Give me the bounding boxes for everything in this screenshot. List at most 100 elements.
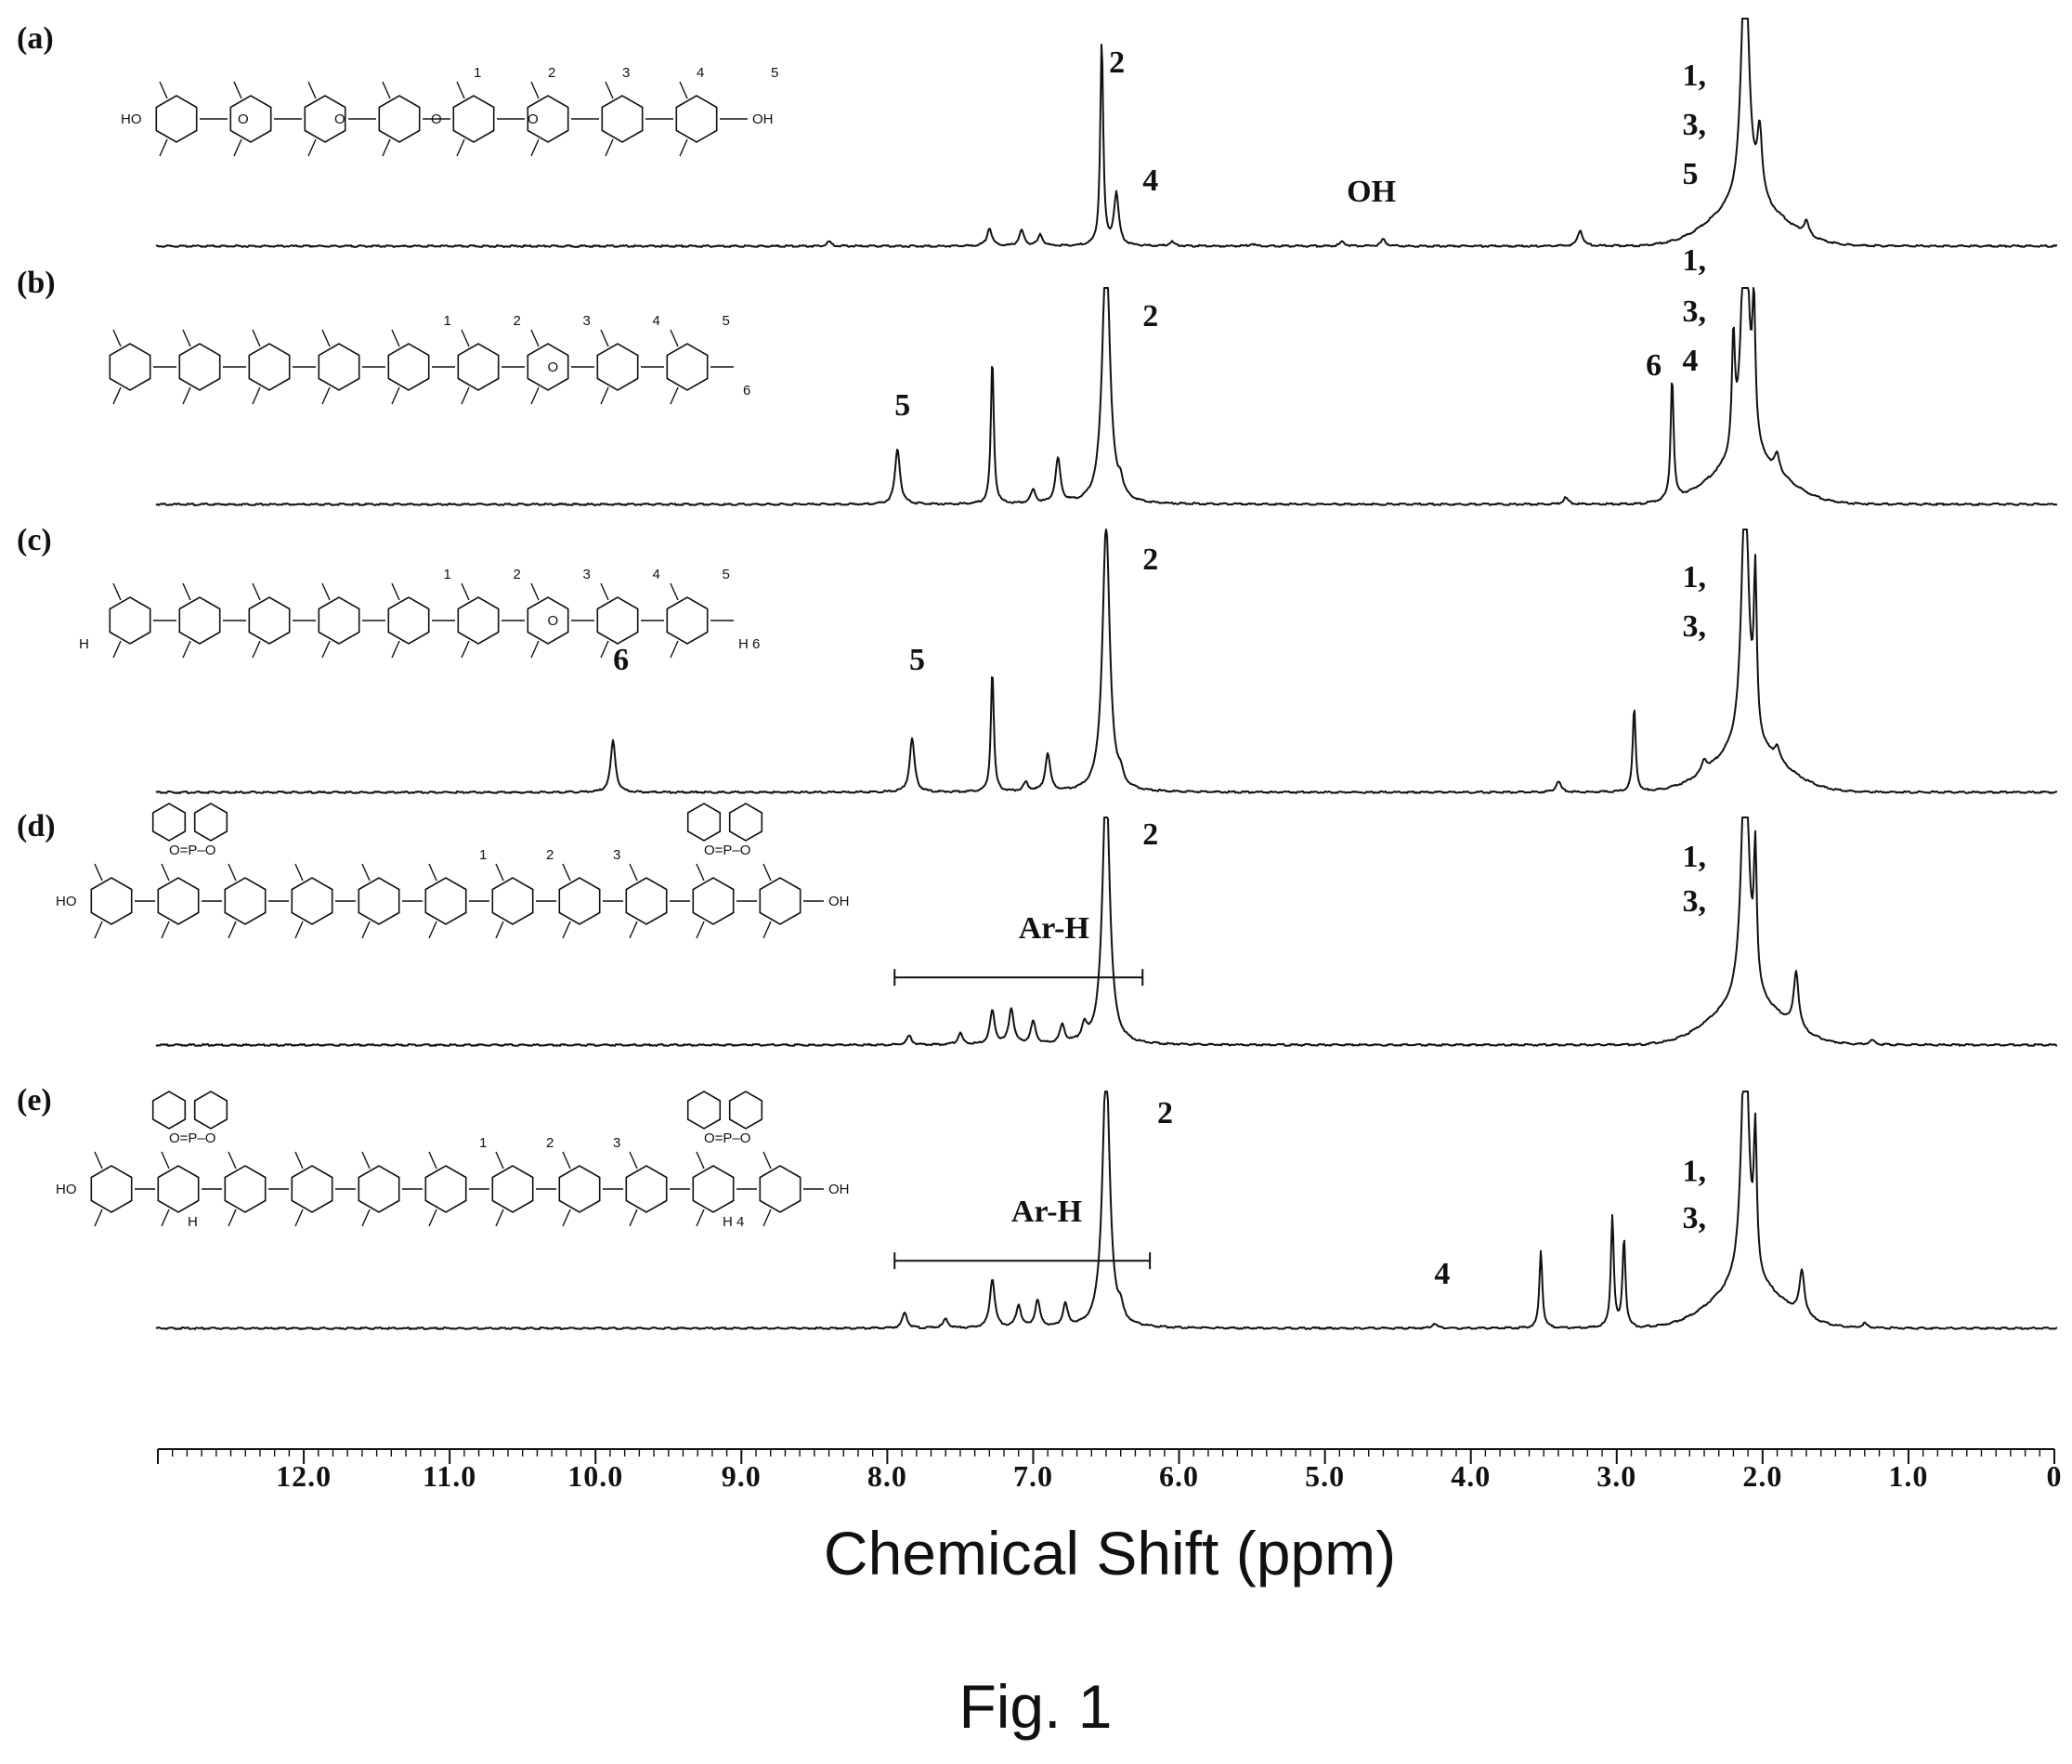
x-tick-label: 8.0 xyxy=(867,1459,907,1493)
panel-label: (b) xyxy=(17,266,56,300)
methyl-bond xyxy=(112,386,122,405)
benzene-ring xyxy=(692,877,735,925)
structure-b: 6 O 1 2 3 4 5 xyxy=(109,313,750,405)
methyl-bond xyxy=(94,1209,103,1227)
peak-annotation: 4 xyxy=(1434,1257,1450,1291)
methyl-bond xyxy=(530,329,540,347)
benzene-ring xyxy=(452,95,495,143)
methyl-bond xyxy=(495,1151,504,1169)
benzene-ring xyxy=(666,596,709,645)
methyl-bond xyxy=(428,1209,437,1227)
benzene-ring xyxy=(558,1165,601,1213)
peak-annotation: 3, xyxy=(1682,609,1706,644)
benzene-ring xyxy=(457,343,500,391)
structure-label: OH xyxy=(828,1182,850,1197)
structure-a: HO OH O O O O 1 2 3 4 5 xyxy=(121,65,778,157)
structure-c: H H 6 O 1 2 3 4 5 xyxy=(79,567,760,659)
methyl-bond xyxy=(307,138,317,157)
structure-d: HO OH O=P–O O=P–O 1 2 3 xyxy=(56,803,850,939)
methyl-bond xyxy=(562,1151,571,1169)
benzene-ring xyxy=(248,343,291,391)
structure-number: 2 xyxy=(514,567,521,582)
peak-annotation: Ar-H xyxy=(1019,911,1089,946)
peak-annotation: OH xyxy=(1347,175,1396,209)
methyl-bond xyxy=(456,138,465,157)
structure-number: 1 xyxy=(474,65,481,81)
structure-label: O=P–O xyxy=(169,1130,215,1146)
peak-annotation: 3, xyxy=(1682,1201,1706,1235)
methyl-bond xyxy=(762,921,772,939)
peak-annotation: 3, xyxy=(1682,884,1706,919)
benzene-ring xyxy=(109,343,151,391)
methyl-bond xyxy=(762,863,772,882)
structure-number: 1 xyxy=(444,567,451,582)
methyl-bond xyxy=(495,1209,504,1227)
benzene-ring xyxy=(675,95,718,143)
methyl-bond xyxy=(182,386,191,405)
benzene-ring xyxy=(601,95,644,143)
peak-annotation: 6 xyxy=(613,643,629,677)
structure-number: 2 xyxy=(548,65,555,81)
methyl-bond xyxy=(294,863,304,882)
methyl-bond xyxy=(252,386,261,405)
structure-label: O xyxy=(548,359,559,375)
peak-annotation: 5 xyxy=(909,643,925,677)
benzene-ring xyxy=(728,1091,763,1130)
benzene-ring xyxy=(193,803,228,842)
x-tick-label: 6.0 xyxy=(1159,1459,1199,1493)
benzene-ring xyxy=(224,1165,267,1213)
x-axis-title: Chemical Shift (ppm) xyxy=(824,1519,1396,1588)
structure-label: H 4 xyxy=(723,1214,744,1230)
methyl-bond xyxy=(495,921,504,939)
benzene-ring xyxy=(686,1091,722,1130)
benzene-ring xyxy=(157,877,200,925)
methyl-bond xyxy=(696,921,705,939)
spectrum-line xyxy=(155,287,2058,506)
methyl-bond xyxy=(228,1209,237,1227)
methyl-bond xyxy=(361,863,371,882)
benzene-ring xyxy=(318,596,360,645)
methyl-bond xyxy=(112,329,122,347)
methyl-bond xyxy=(382,81,391,99)
methyl-bond xyxy=(629,1151,638,1169)
methyl-bond xyxy=(382,138,391,157)
benzene-ring xyxy=(759,877,801,925)
methyl-bond xyxy=(605,138,614,157)
methyl-bond xyxy=(530,640,540,659)
structure-number: 1 xyxy=(444,313,451,329)
benzene-ring xyxy=(457,596,500,645)
structure-label: 6 xyxy=(743,383,750,399)
peak-annotation: 1, xyxy=(1682,1155,1706,1189)
methyl-bond xyxy=(562,921,571,939)
figure-caption: Fig. 1 xyxy=(958,1672,1112,1741)
methyl-bond xyxy=(161,1209,170,1227)
methyl-bond xyxy=(94,863,103,882)
x-tick-label: 10.0 xyxy=(567,1459,623,1493)
structure-label: O xyxy=(431,111,442,127)
structure-label: O xyxy=(528,111,539,127)
benzene-ring xyxy=(686,803,722,842)
methyl-bond xyxy=(762,1209,772,1227)
benzene-ring xyxy=(527,95,569,143)
methyl-bond xyxy=(233,138,242,157)
methyl-bond xyxy=(605,81,614,99)
methyl-bond xyxy=(461,386,470,405)
structure-label: O xyxy=(238,111,249,127)
methyl-bond xyxy=(629,1209,638,1227)
structure-number: 4 xyxy=(653,313,660,329)
methyl-bond xyxy=(562,863,571,882)
structure-number: 3 xyxy=(583,567,591,582)
x-tick-label: 3.0 xyxy=(1596,1459,1636,1493)
methyl-bond xyxy=(629,863,638,882)
x-tick-label: 1.0 xyxy=(1888,1459,1928,1493)
x-tick-label: 7.0 xyxy=(1013,1459,1053,1493)
methyl-bond xyxy=(321,386,331,405)
panel-label: (c) xyxy=(17,523,52,557)
benzene-ring xyxy=(155,95,198,143)
peak-annotation: 5 xyxy=(894,388,910,423)
benzene-ring xyxy=(157,1165,200,1213)
benzene-ring xyxy=(90,877,133,925)
benzene-ring xyxy=(358,877,400,925)
benzene-ring xyxy=(491,877,534,925)
